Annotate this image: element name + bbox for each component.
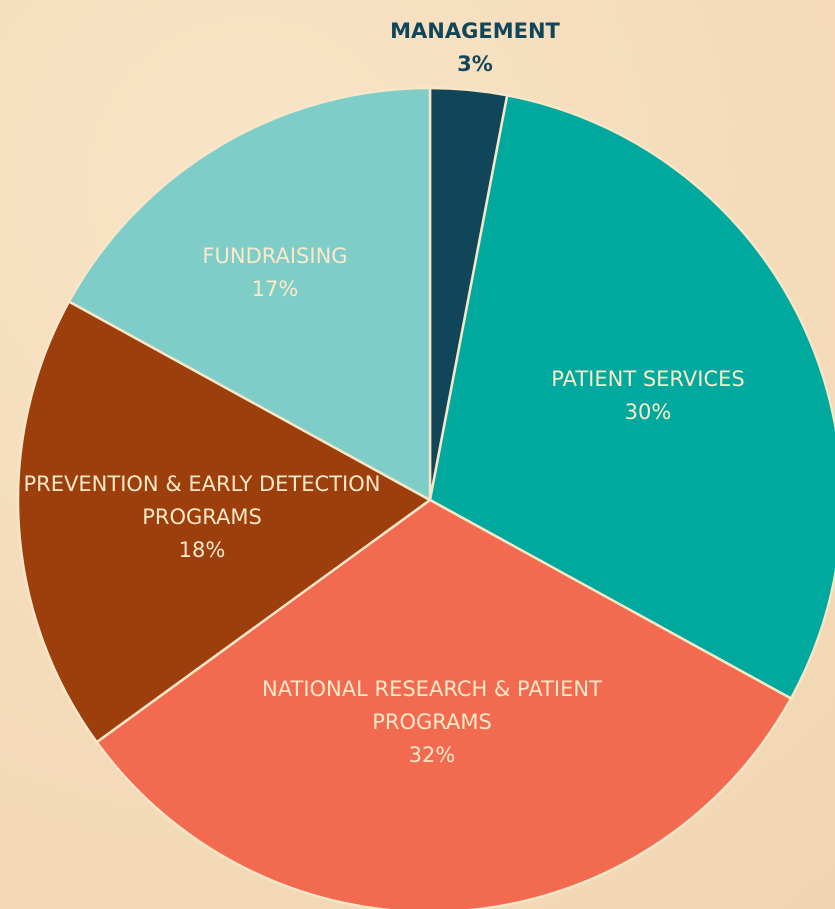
- pie-slice: [428, 94, 835, 700]
- value-label: 18%: [178, 538, 226, 562]
- category-label: NATIONAL RESEARCH & PATIENT PROGRAMS: [262, 677, 602, 734]
- slice-label: PATIENT SERVICES 30%: [488, 363, 808, 429]
- slice-label: FUNDRAISING 17%: [125, 240, 425, 306]
- pie-slice: [95, 498, 793, 909]
- slice-label: MANAGEMENT 3%: [325, 15, 625, 81]
- value-label: 17%: [251, 277, 299, 301]
- pie-slice: [67, 86, 432, 502]
- category-label: PATIENT SERVICES: [551, 367, 745, 391]
- category-label: FUNDRAISING: [202, 244, 348, 268]
- slice-label: NATIONAL RESEARCH & PATIENT PROGRAMS 32%: [262, 673, 602, 772]
- category-label: MANAGEMENT: [390, 19, 560, 43]
- value-label: 3%: [457, 52, 493, 76]
- value-label: 32%: [408, 743, 456, 767]
- slice-label: PREVENTION & EARLY DETECTION PROGRAMS 18%: [17, 468, 387, 567]
- category-label: PREVENTION & EARLY DETECTION PROGRAMS: [23, 472, 381, 529]
- pie-slice: [16, 300, 432, 744]
- value-label: 30%: [624, 400, 672, 424]
